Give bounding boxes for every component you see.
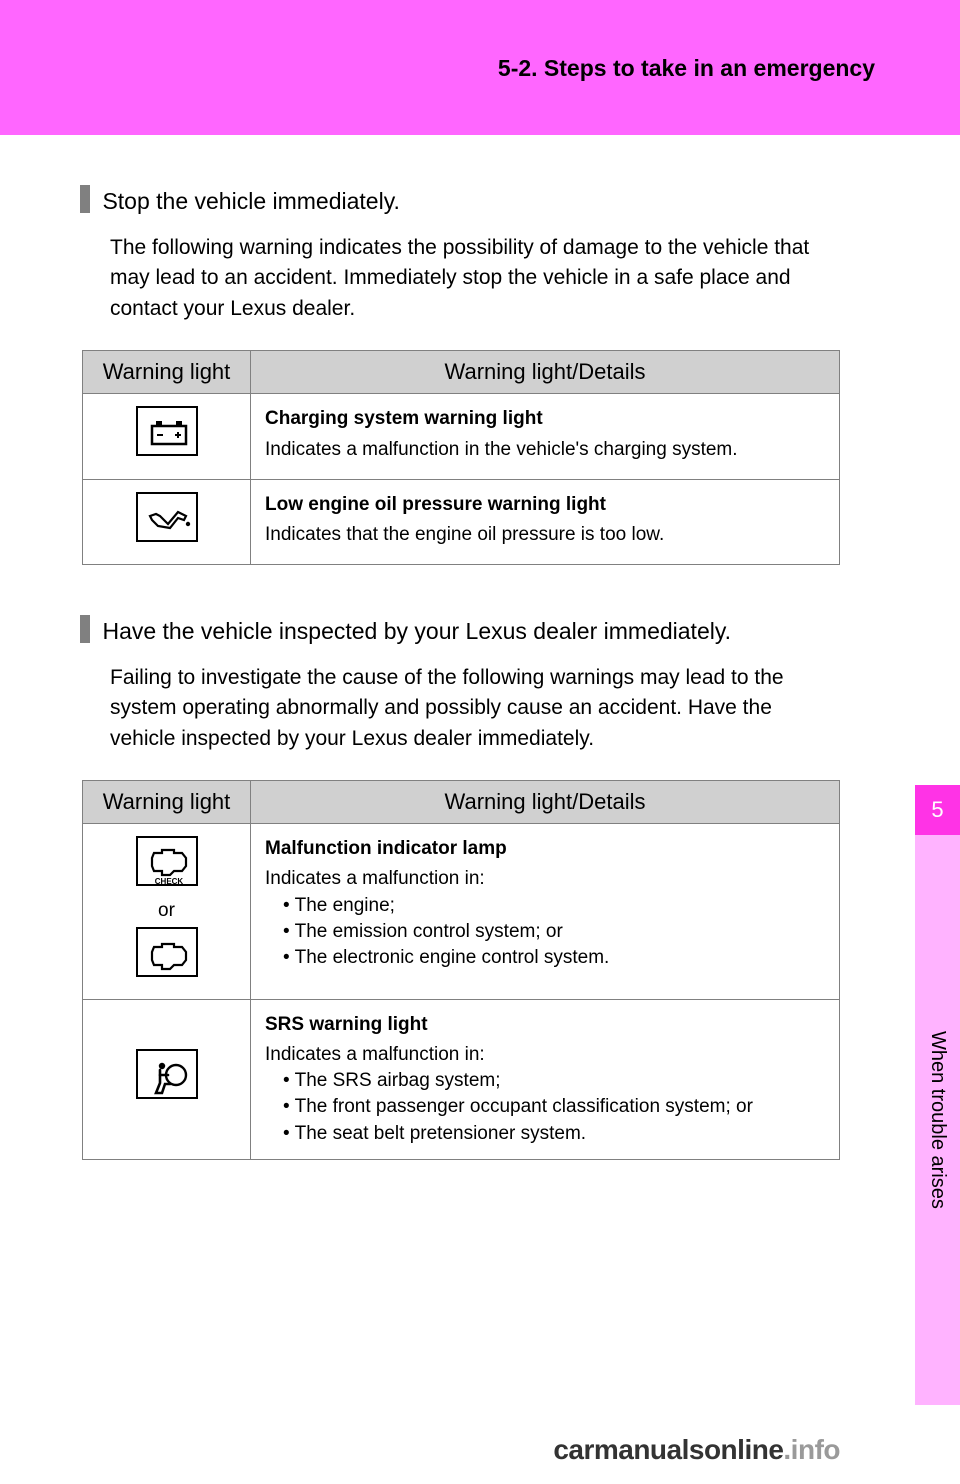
warning-title: SRS warning light <box>265 1012 825 1038</box>
table-row: SRS warning light Indicates a malfunctio… <box>83 999 840 1159</box>
side-chapter-label: When trouble arises <box>915 835 960 1405</box>
content: Stop the vehicle immediately. The follow… <box>80 135 840 1160</box>
header-title: 5-2. Steps to take in an emergency <box>498 55 875 82</box>
side-chapter-number: 5 <box>915 785 960 835</box>
or-label: or <box>97 896 236 926</box>
section-2-body: Failing to investigate the cause of the … <box>110 663 840 754</box>
warning-bullet: • The front passenger occupant classific… <box>265 1094 825 1120</box>
engine-check-icon: CHECK <box>136 836 198 886</box>
engine-icon <box>136 927 198 977</box>
section-2-heading: Have the vehicle inspected by your Lexus… <box>102 618 731 644</box>
section-2-table: Warning light Warning light/Details CHEC… <box>82 780 840 1160</box>
section-1: Stop the vehicle immediately. The follow… <box>80 185 840 565</box>
footer-domain: carmanualsonline <box>553 1434 783 1465</box>
warning-light-cell <box>83 479 251 564</box>
section-2: Have the vehicle inspected by your Lexus… <box>80 615 840 1160</box>
section-1-table: Warning light Warning light/Details Char… <box>82 350 840 564</box>
warning-title: Low engine oil pressure warning light <box>265 492 825 518</box>
footer-tld: .info <box>783 1434 840 1465</box>
warning-detail-cell: SRS warning light Indicates a malfunctio… <box>251 999 840 1159</box>
page: 589 5-2. Steps to take in an emergency 5… <box>0 0 960 1484</box>
table-row: CHECK or Malfunction indicator lamp Indi… <box>83 824 840 1000</box>
warning-bullet: • The emission control system; or <box>265 919 825 945</box>
table-header: Warning light <box>83 781 251 824</box>
section-1-heading: Stop the vehicle immediately. <box>102 188 399 214</box>
warning-light-cell: CHECK or <box>83 824 251 1000</box>
airbag-icon <box>136 1049 198 1099</box>
battery-icon <box>136 406 198 456</box>
warning-detail-cell: Low engine oil pressure warning light In… <box>251 479 840 564</box>
table-header: Warning light/Details <box>251 351 840 394</box>
section-1-body: The following warning indicates the poss… <box>110 233 840 324</box>
section-marker-icon <box>80 185 90 213</box>
warning-title: Malfunction indicator lamp <box>265 836 825 862</box>
section-marker-icon <box>80 615 90 643</box>
warning-detail-cell: Charging system warning light Indicates … <box>251 394 840 479</box>
table-header: Warning light <box>83 351 251 394</box>
warning-detail-cell: Malfunction indicator lamp Indicates a m… <box>251 824 840 1000</box>
table-row: Low engine oil pressure warning light In… <box>83 479 840 564</box>
svg-text:CHECK: CHECK <box>154 877 183 886</box>
warning-bullet: • The SRS airbag system; <box>265 1068 825 1094</box>
side-chapter-label-text: When trouble arises <box>926 1031 949 1209</box>
side-tab: 5 When trouble arises <box>915 785 960 1405</box>
table-row: Charging system warning light Indicates … <box>83 394 840 479</box>
side-chapter-number-text: 5 <box>931 797 943 823</box>
header-bar: 589 5-2. Steps to take in an emergency <box>0 0 960 135</box>
warning-title: Charging system warning light <box>265 406 825 432</box>
warning-light-cell <box>83 394 251 479</box>
warning-detail: Indicates a malfunction in the vehicle's… <box>265 437 825 463</box>
table-header: Warning light/Details <box>251 781 840 824</box>
warning-detail-lead: Indicates a malfunction in: <box>265 1042 825 1068</box>
warning-bullet: • The electronic engine control system. <box>265 945 825 971</box>
warning-detail-lead: Indicates a malfunction in: <box>265 866 825 892</box>
warning-detail: Indicates that the engine oil pressure i… <box>265 522 825 548</box>
footer-watermark: carmanualsonline.info <box>553 1434 840 1466</box>
warning-bullet: • The engine; <box>265 893 825 919</box>
oil-icon <box>136 492 198 542</box>
warning-bullet: • The seat belt pretensioner system. <box>265 1121 825 1147</box>
warning-light-cell <box>83 999 251 1159</box>
